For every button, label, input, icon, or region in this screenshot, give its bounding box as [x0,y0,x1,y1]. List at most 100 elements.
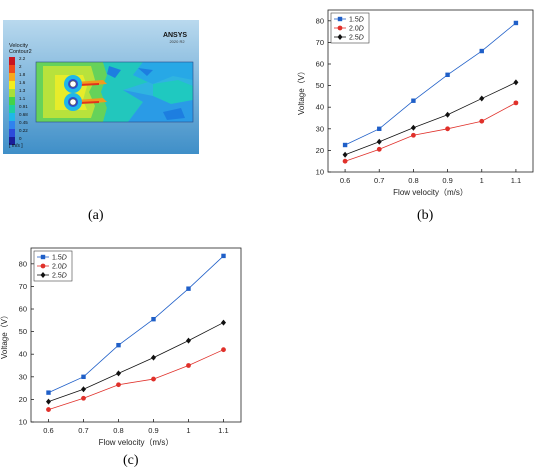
cfd-legend-swatch [9,65,15,73]
cfd-unit: [ m/s ] [9,143,23,149]
data-point [513,79,519,86]
data-point [337,16,343,22]
data-point [116,342,121,348]
data-point [46,390,51,395]
cfd-legend-value: 1.8 [19,72,26,77]
cfd-legend-subtitle: Contour2 [9,49,32,55]
y-tick-label: 50 [19,327,27,336]
cfd-legend-value: 2 [19,64,22,69]
data-point [376,146,382,152]
data-point [376,138,382,145]
data-point [377,126,382,131]
y-tick-label: 50 [316,81,324,90]
data-point [151,316,156,322]
cfd-legend-value: 0.91 [19,104,28,109]
legend-entry: 2.5D [52,273,67,280]
series-line [344,22,517,146]
y-tick-label: 30 [316,124,324,133]
data-point [342,151,348,158]
cfd-legend-swatch [9,113,15,121]
x-tick-label: 0.6 [43,426,53,435]
data-point [151,376,156,382]
data-point [337,34,343,40]
cfd-legend-swatch [9,121,15,129]
cfd-legend-value: 0.45 [19,120,28,125]
cfd-legend-swatch [9,97,15,105]
series-line [48,255,224,393]
data-point [81,386,86,393]
data-point [410,124,416,131]
cfd-legend-title: Velocity [9,43,28,49]
y-tick-label: 30 [19,372,27,381]
cfd-legend-value: 0 [19,136,22,141]
cylinder-bottom [69,98,77,106]
y-tick-label: 10 [19,418,27,427]
data-point [411,98,416,103]
data-point [46,407,51,412]
y-axis-label: Voltage（V） [297,67,306,115]
y-tick-label: 80 [19,259,27,268]
cfd-legend-swatch [9,89,15,97]
data-point [40,254,46,260]
legend: 1.5D 2.0D 2.5D [33,250,73,282]
cfd-legend-swatch [9,137,15,145]
voltage-chart-c: 0.6 0.7 0.8 0.9 1 1.1 10 20 30 40 50 60 70 80 Flow vel… [0,247,242,447]
data-point [337,25,343,31]
cfd-legend-swatch [9,73,15,81]
cfd-legend: 2.2 2 1.8 1.6 1.3 1.1 0.91 0.68 0.45 0.22 0 [9,56,28,145]
panel-label-a: (a) [88,208,104,223]
y-axis-label: Voltage（V） [0,311,9,359]
y-tick-label: 60 [19,305,27,314]
cfd-legend-value: 0.68 [19,112,28,117]
cfd-legend-swatch [9,57,15,65]
flow-channel [35,61,194,123]
cfd-legend-swatch [9,81,15,89]
y-tick-label: 40 [19,350,27,359]
cfd-legend-value: 1.1 [19,96,26,101]
x-tick-label: 0.6 [340,176,350,185]
series-line [48,349,224,410]
data-point [342,158,348,164]
data-point [186,363,191,368]
legend-entry: 1.5D [349,17,364,24]
panel-label-c: (c) [123,453,139,468]
x-tick-label: 1 [480,176,484,185]
cfd-legend-value: 1.3 [19,88,26,93]
legend-entry: 2.0D [52,264,67,271]
cfd-legend-value: 0.22 [19,128,28,133]
data-point [342,142,348,148]
data-point [221,253,226,259]
cfd-legend-value: 1.6 [19,80,26,85]
data-point [513,100,519,106]
data-point [221,319,226,326]
cfd-legend-value: 2.2 [19,56,26,61]
y-tick-label: 70 [316,38,324,47]
x-tick-label: 0.8 [408,176,418,185]
series-2-5D [342,79,519,158]
data-point [186,286,191,291]
x-tick-label: 0.9 [442,176,452,185]
x-tick-label: 0.8 [113,426,123,435]
data-point [445,72,450,77]
series-2-0D [46,347,226,412]
panel-label-b: (b) [417,208,434,223]
y-tick-label: 80 [316,16,324,25]
data-point [411,132,416,138]
data-point [40,263,46,269]
legend-entry: 1.5D [52,255,67,262]
x-axis-label: Flow velocity（m/s） [393,188,468,197]
ansys-version: 2020 R2 [169,39,185,44]
data-point [116,382,121,388]
series-line [344,102,517,162]
data-point [513,20,519,26]
legend-entry: 2.5D [349,35,364,42]
cfd-legend-swatch [9,105,15,113]
series-2-5D [46,319,226,405]
data-point [479,48,484,54]
legend-entry: 2.0D [349,26,364,33]
cfd-legend-swatch [9,129,15,137]
data-point [221,347,226,353]
y-tick-label: 10 [316,168,324,177]
data-point [81,374,86,380]
y-tick-label: 20 [316,146,324,155]
